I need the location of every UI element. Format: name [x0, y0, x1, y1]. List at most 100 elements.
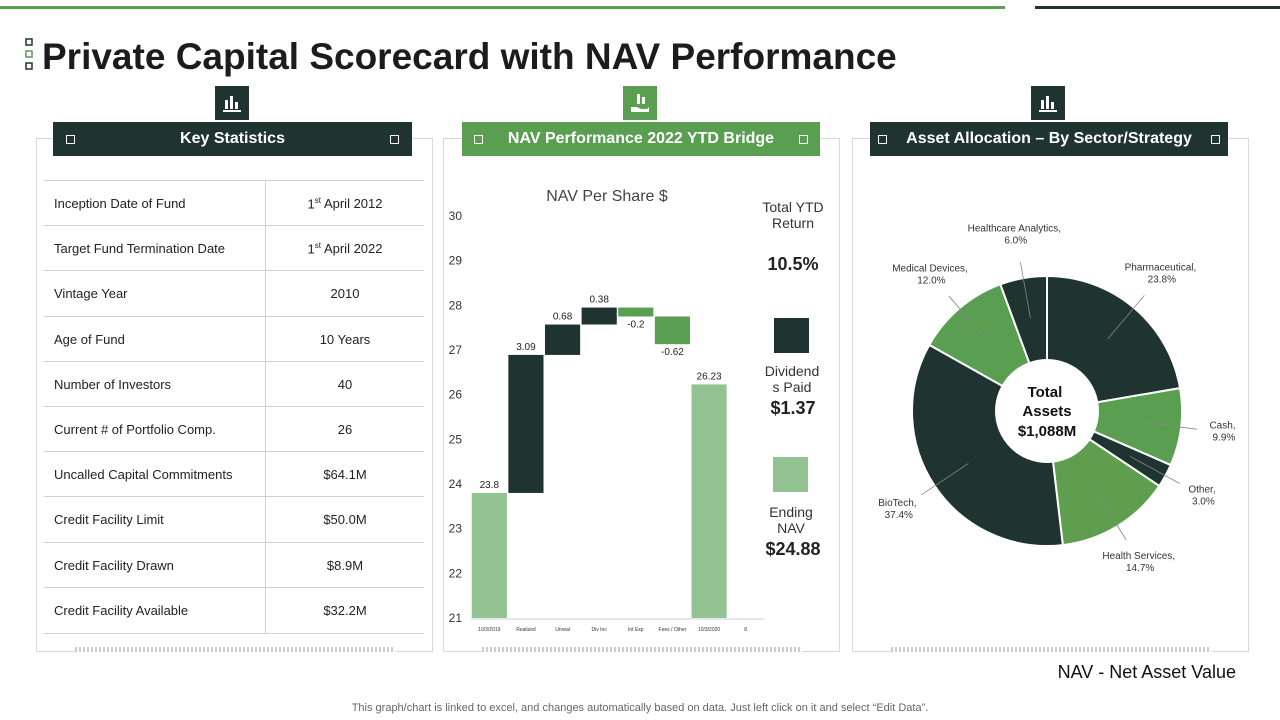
panel-title: Key Statistics: [180, 130, 285, 147]
table-row: Inception Date of Fund 1st April 2012: [44, 180, 424, 226]
date-suffix: st: [314, 195, 321, 205]
y-tick-label: 29: [449, 254, 463, 268]
row-value: 1st April 2012: [266, 196, 424, 211]
x-tick-label: Unreal: [555, 627, 570, 633]
table-row: Credit Facility Limit $50.0M: [44, 496, 424, 543]
row-value: $64.1M: [323, 467, 367, 483]
row-value: 10 Years: [319, 331, 371, 347]
table-row: Vintage Year 2010: [44, 270, 424, 317]
leader-line: [920, 463, 969, 496]
row-value: 26: [337, 422, 353, 437]
bar: [581, 307, 617, 325]
table-row: Age of Fund 10 Years: [44, 315, 424, 362]
note: This graph/chart is linked to excel, and…: [351, 702, 929, 714]
icon: [623, 86, 657, 120]
x-tick-label: Int Exp: [628, 627, 644, 633]
row-value: 1st April 2022: [266, 241, 424, 256]
date-day: 1: [307, 241, 315, 257]
y-tick-label: 25: [449, 432, 463, 446]
y-tick-label: 24: [449, 477, 463, 491]
slice-label: Cash, 9.9%: [1209, 420, 1238, 443]
x-tick-label: 10/3/2020: [698, 627, 720, 633]
leader-line: [1140, 421, 1198, 430]
date-rest: April 2022: [323, 241, 383, 257]
icon: [1031, 86, 1065, 120]
leader-line: [948, 295, 986, 340]
panel-header: Key Statistics: [53, 122, 412, 156]
page-title: Private Capital Scorecard with NAV Perfo…: [42, 36, 897, 77]
table-row: Credit Facility Available $32.2M: [44, 586, 424, 634]
row-label: Credit Facility Available: [44, 587, 266, 633]
bar: [654, 316, 691, 345]
panel-title: NAV Performance 2022 YTD Bridge: [507, 130, 775, 147]
center-value: $1,088M: [1018, 423, 1076, 440]
panel-header: Asset Allocation – By Sector/Strategy: [870, 122, 1228, 156]
row-label: Current # of Portfolio Comp.: [44, 407, 266, 452]
center-label: Total Assets: [1022, 384, 1071, 420]
decor: [75, 647, 395, 652]
row-label: Target Fund Termination Date: [44, 226, 266, 272]
legend-label: Total YTD Return: [762, 199, 824, 231]
data-label: 26.23: [697, 371, 722, 382]
row-value: $50.0M: [323, 512, 367, 528]
row-label: Vintage Year: [44, 271, 266, 317]
row-label: Uncalled Capital Commitments: [44, 452, 266, 498]
x-tick-label: 8: [744, 627, 747, 633]
leader-line: [1129, 455, 1180, 484]
row-value: $8.9M: [326, 557, 364, 573]
data-label: -0.2: [627, 320, 645, 331]
panel-header: NAV Performance 2022 YTD Bridge: [462, 122, 820, 156]
legend-swatch: [774, 318, 809, 353]
date-day: 1: [307, 196, 315, 212]
slice-label: Other, 3.0%: [1188, 484, 1218, 507]
bar: [508, 354, 544, 493]
row-label: Credit Facility Limit: [44, 497, 266, 543]
legend-value: 10.5%: [767, 254, 819, 274]
slice-label: BioTech, 37.4%: [878, 498, 919, 521]
table-row: Current # of Portfolio Comp. 26: [44, 406, 424, 452]
legend-value: $1.37: [770, 398, 816, 418]
data-label: 23.8: [480, 480, 500, 491]
slice-label: Medical Devices, 12.0%: [892, 263, 970, 286]
table-row: Number of Investors 40: [44, 360, 424, 407]
legend-swatch: [773, 457, 808, 492]
slice-label: Healthcare Analytics, 6.0%: [968, 224, 1064, 247]
y-tick-label: 23: [449, 522, 463, 536]
x-tick-label: 10/3/2019: [478, 627, 500, 633]
leader-line: [1020, 262, 1031, 319]
date-suffix: st: [314, 241, 321, 251]
top-rule: [1035, 6, 1280, 9]
top-rule: [0, 6, 1005, 9]
row-value: 40: [337, 376, 353, 392]
leader-line: [1107, 295, 1145, 339]
data-label: 3.09: [516, 342, 536, 353]
date-rest: April 2012: [323, 196, 383, 212]
data-label: -0.62: [661, 347, 684, 358]
legend-label: Ending NAV: [769, 504, 813, 536]
decor: [482, 647, 802, 652]
pie-hole: [995, 359, 1099, 463]
slice-label: Health Services, 14.7%: [1102, 551, 1178, 574]
y-tick-label: 30: [449, 209, 463, 223]
title-marks: [25, 38, 33, 70]
data-label: 0.68: [553, 312, 573, 323]
icon: [215, 86, 249, 120]
x-tick-label: Div Inc: [592, 627, 608, 633]
chart-title: NAV Per Share $: [546, 188, 668, 205]
bar: [471, 492, 507, 618]
slice-label: Pharmaceutical, 23.8%: [1125, 263, 1199, 286]
x-tick-label: Fees / Other: [659, 627, 687, 633]
y-tick-label: 21: [449, 611, 463, 625]
row-label: Credit Facility Drawn: [44, 542, 266, 588]
footnote: NAV - Net Asset Value: [1057, 662, 1236, 682]
x-tick-label: Realized: [516, 627, 536, 633]
row-label: Inception Date of Fund: [44, 181, 266, 226]
legend-value: $24.88: [765, 539, 821, 559]
table-row: Uncalled Capital Commitments $64.1M: [44, 451, 424, 498]
y-tick-label: 27: [449, 343, 463, 357]
leader-line: [1096, 491, 1127, 541]
row-value: 2010: [330, 286, 360, 302]
table-row: Credit Facility Drawn $8.9M: [44, 541, 424, 588]
